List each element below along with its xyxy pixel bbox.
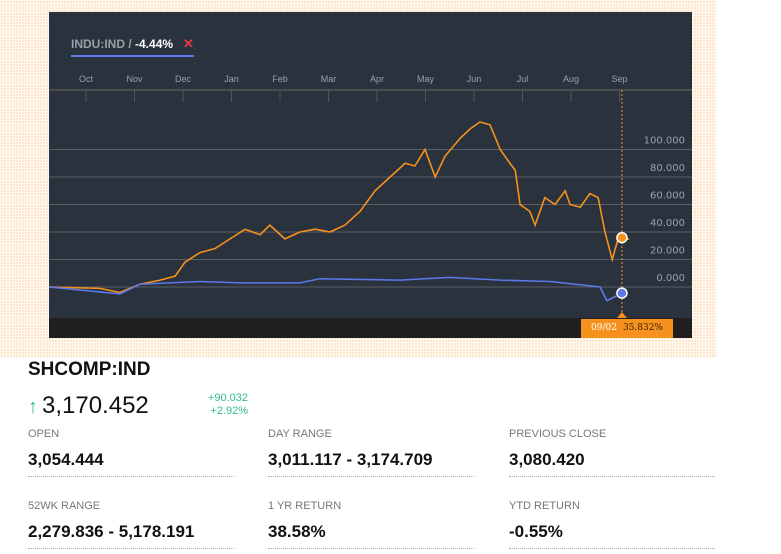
y-tick-label: 0.000 (656, 273, 685, 284)
stat-label: 52WK RANGE (28, 500, 101, 512)
x-tick-label-nov: Nov (126, 74, 143, 84)
series-line-indu-ind (49, 276, 623, 302)
y-tick-label: 60.000 (650, 191, 685, 202)
symbol-title: SHCOMP:IND (28, 359, 151, 380)
crosshair-point-shcomp (616, 231, 628, 244)
stat-label: 1 YR RETURN (268, 500, 342, 512)
x-tick-label-sep: Sep (611, 74, 627, 84)
x-tick-label-jul: Jul (517, 74, 529, 84)
y-tick-label: 40.000 (650, 218, 685, 229)
stat-label: YTD RETURN (509, 500, 580, 512)
crosshair-point-indu (616, 287, 628, 299)
series-line-shcomp-ind (49, 121, 630, 294)
last-price: ↑ 3,170.452 (28, 392, 149, 420)
x-tick-label-jun: Jun (467, 74, 482, 84)
stat-52wk-range: 52WK RANGE 2,279.836 - 5,178.191 (28, 500, 234, 549)
stat-value: 2,279.836 - 5,178.191 (28, 522, 195, 541)
stat-previous-close: PREVIOUS CLOSE 3,080.420 (509, 428, 715, 477)
chart-svg: Oct Nov Dec Jan Feb Mar Apr May Jun Jul Aug Sep 100.… (49, 74, 692, 338)
stat-label: OPEN (28, 428, 60, 440)
stat-value: 3,011.117 - 3,174.709 (268, 450, 433, 469)
price-change: +90.032 +2.92% (190, 392, 248, 418)
stat-open: OPEN 3,054.444 (28, 428, 234, 477)
change-pct: +2.92% (210, 405, 248, 417)
price-chart[interactable]: Oct Nov Dec Jan Feb Mar Apr May Jun Jul Aug Sep 100.… (49, 12, 692, 338)
x-tick-label-apr: Apr (370, 74, 384, 84)
stat-label: DAY RANGE (268, 428, 332, 440)
change-abs: +90.032 (207, 392, 248, 404)
legend-change: -4.44% (135, 37, 174, 51)
x-tick-label-jan: Jan (224, 74, 239, 84)
stat-day-range: DAY RANGE 3,011.117 - 3,174.709 (268, 428, 474, 477)
x-tick-label-may: May (417, 74, 435, 84)
x-tick-label-aug: Aug (563, 74, 579, 84)
price-value: 3,170.452 (42, 392, 149, 419)
x-tick-label-feb: Feb (272, 74, 288, 84)
comparison-legend: INDU:IND / -4.44% ✕ (71, 36, 194, 57)
legend-separator: / (125, 37, 136, 51)
stat-value: 38.58% (268, 522, 326, 541)
y-tick-label: 80.000 (650, 163, 685, 174)
y-tick-label: 100.000 (644, 136, 685, 147)
up-arrow-icon: ↑ (28, 396, 38, 418)
stat-value: 3,080.420 (509, 450, 585, 469)
stat-ytd-return: YTD RETURN -0.55% (509, 500, 715, 549)
x-tick-label-dec: Dec (175, 74, 192, 84)
remove-comparison-icon[interactable]: ✕ (183, 36, 194, 51)
crosshair-pointer (616, 312, 627, 318)
chart-footer-bar (49, 318, 692, 338)
stat-label: PREVIOUS CLOSE (509, 428, 607, 440)
stat-value: -0.55% (509, 522, 563, 541)
x-tick-label-mar: Mar (321, 74, 337, 84)
tooltip-value: 35.832% (622, 323, 663, 333)
crosshair-tooltip: 09/02 35.832% (581, 319, 673, 338)
stat-1-yr-return: 1 YR RETURN 38.58% (268, 500, 474, 549)
legend-ticker: INDU:IND (71, 37, 125, 51)
x-tick-label-oct: Oct (79, 74, 94, 84)
stat-value: 3,054.444 (28, 450, 104, 469)
y-tick-label: 20.000 (650, 246, 685, 257)
tooltip-date: 09/02 (591, 323, 617, 333)
